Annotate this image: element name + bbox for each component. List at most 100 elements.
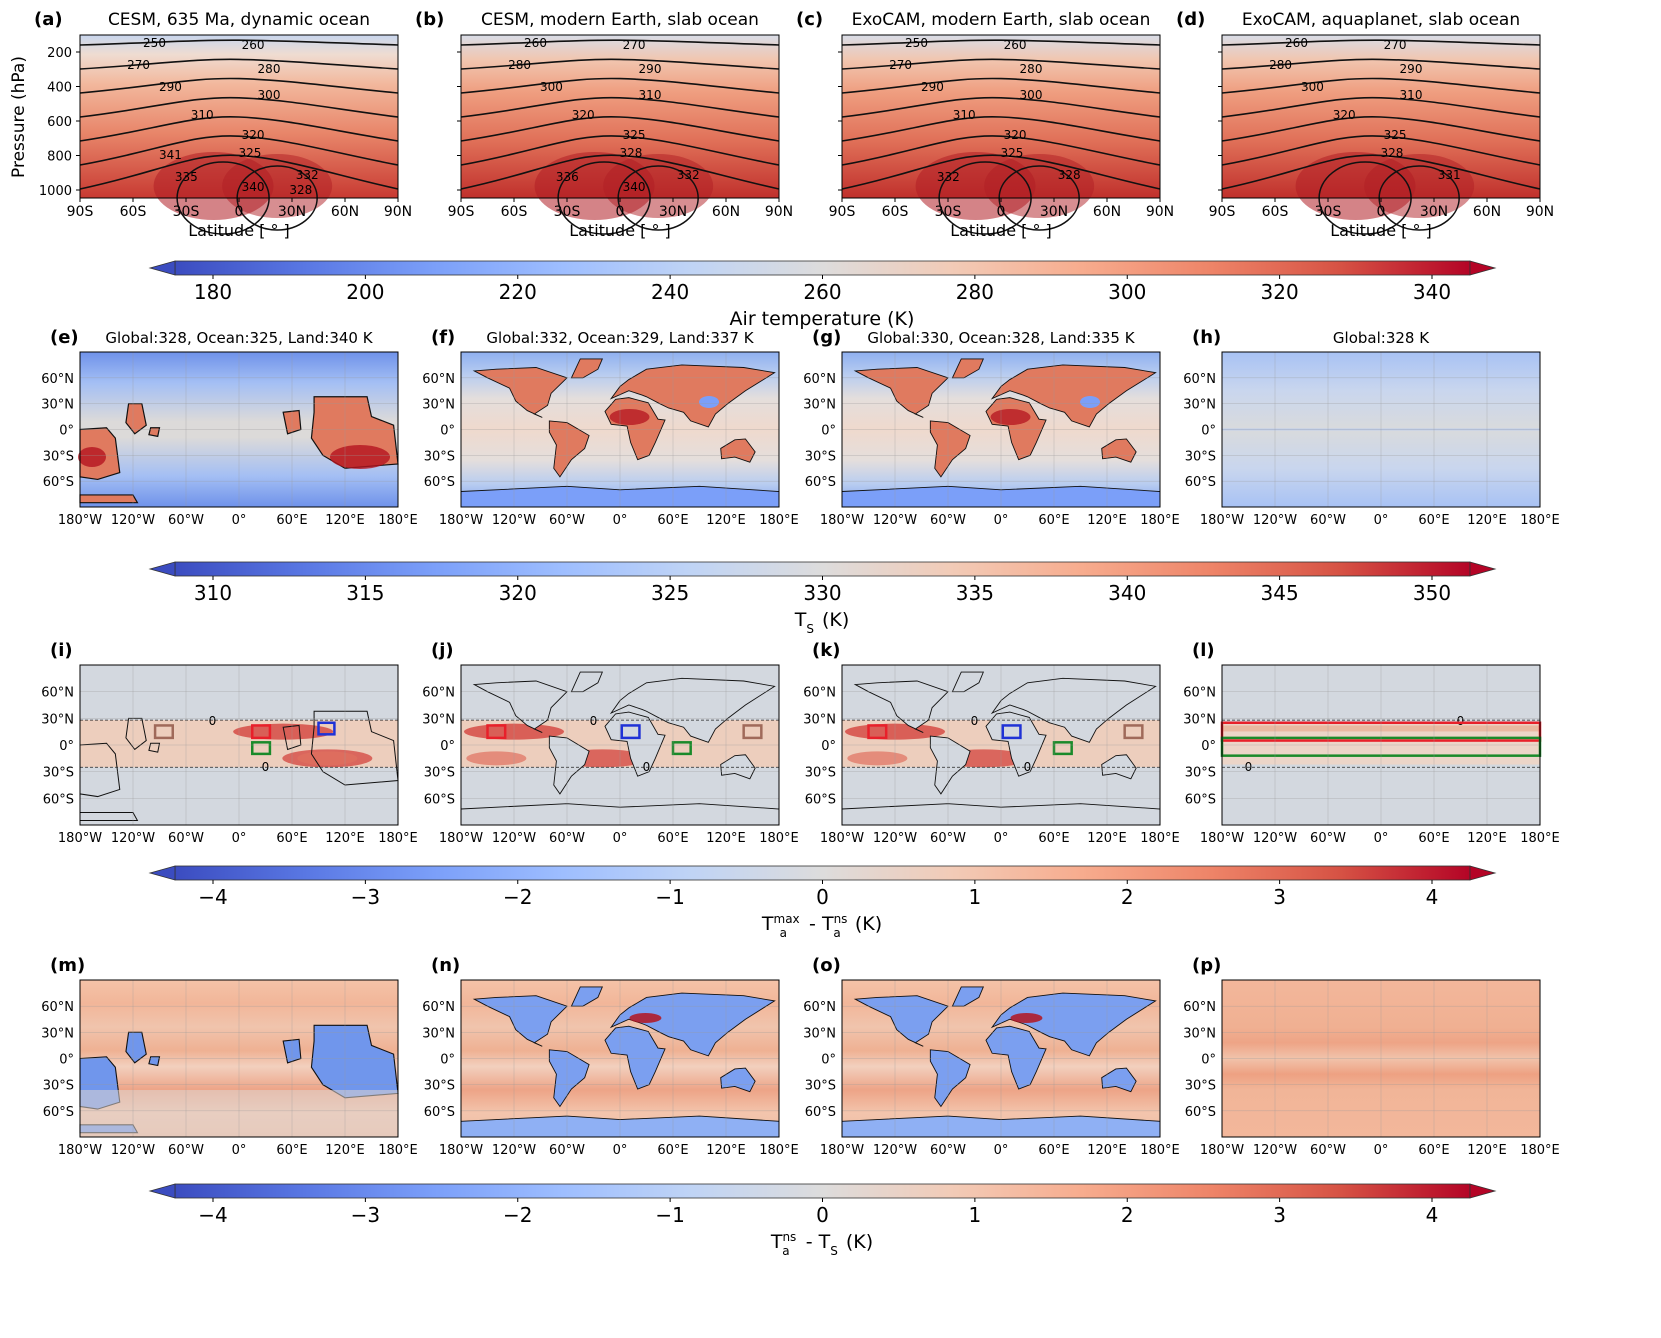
contour-label: 325 <box>1000 146 1023 160</box>
colorbar-extend-high <box>1469 1183 1497 1199</box>
warm-core <box>984 154 1095 218</box>
contour-line <box>460 116 780 142</box>
y-tick-label: 30°N <box>41 712 74 727</box>
x-tick-label: 60°E <box>1418 831 1449 846</box>
x-tick-label: 60°E <box>1038 831 1069 846</box>
region-box <box>251 741 272 756</box>
y-tick-label: 0° <box>821 1053 836 1068</box>
colorbar-extend-high <box>1469 260 1497 276</box>
y-tick-label: 60°S <box>424 1105 455 1120</box>
y-tick-label: 60°N <box>41 1000 74 1015</box>
y-tick-label: 30°N <box>1183 1026 1216 1041</box>
y-tick-label: 60°N <box>422 1000 455 1015</box>
panel-f: 180°W 120°W 60°W 0° 60°E 120°E 180°E 60°N 30°N 0°… <box>422 327 799 528</box>
colorbar-tick-label: 220 <box>499 280 537 304</box>
contour-label: 280 <box>258 62 281 76</box>
x-tick-label: 180°W <box>1200 831 1244 846</box>
colorbar-tick-label: 2 <box>1121 1203 1134 1227</box>
y-tick-label: 30°S <box>805 449 836 464</box>
x-tick-label: 60°W <box>930 1143 966 1158</box>
y-tick-label: 60°N <box>803 372 836 387</box>
contour-label: 0 <box>1024 760 1032 774</box>
contour-line <box>79 58 399 70</box>
colorbar-tick-label: 340 <box>1108 581 1146 605</box>
y-tick-label: 60°N <box>422 372 455 387</box>
x-tick-label: 0 <box>1377 204 1386 220</box>
x-tick-label: 30S <box>554 204 581 220</box>
axes-frame <box>79 979 399 1138</box>
panel-g: 180°W 120°W 60°W 0° 60°E 120°E 180°E 60°N 30°N 0°… <box>803 327 1180 528</box>
x-tick-label: 60°E <box>657 513 688 528</box>
y-tick-label: 60°N <box>422 686 455 701</box>
y-tick-label: 200 <box>47 46 72 61</box>
warm-spot <box>629 1013 662 1023</box>
x-tick-label: 180°W <box>58 1143 102 1158</box>
contour-label: 310 <box>191 108 214 122</box>
x-tick-label: 0° <box>232 513 247 528</box>
continent <box>1101 1067 1137 1093</box>
y-tick-label: 60°S <box>43 792 74 807</box>
colorbar-tick-label: 240 <box>651 280 689 304</box>
panel-letter: (d) <box>1176 9 1205 30</box>
contour-label: 320 <box>1333 108 1356 122</box>
colorbar-surface-temperature: 310 315 320 325 330 335 340 345 350 TS (K) <box>148 561 1497 636</box>
x-tick-label: 120°E <box>1087 1143 1127 1158</box>
x-tick-label: 60°E <box>276 1143 307 1158</box>
x-tick-label: 60N <box>712 204 740 220</box>
x-tick-label: 180°E <box>759 1143 799 1158</box>
x-tick-label: 120°W <box>1253 1143 1297 1158</box>
continent <box>853 367 949 418</box>
y-tick-label: 30°N <box>803 712 836 727</box>
contour-line <box>1221 116 1541 142</box>
colorbar-tick-label: 1 <box>969 1203 982 1227</box>
panel-letter: (m) <box>50 955 85 976</box>
y-tick-label: 0° <box>440 1053 455 1068</box>
panel-title: Global:330, Ocean:328, Land:335 K <box>867 329 1135 347</box>
y-tick-label: 30°S <box>1185 449 1216 464</box>
continent <box>720 438 756 463</box>
coastline <box>853 680 949 733</box>
x-tick-label: 0° <box>994 1143 1009 1158</box>
x-tick-label: 60°E <box>276 513 307 528</box>
y-tick-label: 60°S <box>424 792 455 807</box>
x-tick-label: 120°W <box>873 831 917 846</box>
colorbar-tick-label: 315 <box>346 581 384 605</box>
x-tick-label: 120°W <box>873 1143 917 1158</box>
x-tick-label: 30N <box>1420 204 1448 220</box>
x-tick-label: 120°E <box>706 513 746 528</box>
x-tick-label: 60S <box>1262 204 1289 220</box>
axes-frame <box>1221 664 1541 826</box>
x-tick-label: 180°W <box>820 831 864 846</box>
x-tick-label: 0 <box>235 204 244 220</box>
x-tick-label: 90S <box>67 204 94 220</box>
panel-b: 260 270 280 290 300 310 320 325 328 332 336 340 90S 6… <box>415 9 793 240</box>
colorbar-tick-label: 330 <box>803 581 841 605</box>
coastline <box>929 735 971 795</box>
x-tick-label: 180°E <box>759 513 799 528</box>
panel-title: CESM, modern Earth, slab ocean <box>481 10 759 30</box>
region-box <box>867 724 888 740</box>
colorbar-air-temperature: 180 200 220 240 260 280 300 320 340 Air temperatu… <box>148 260 1497 330</box>
x-tick-label: 120°E <box>1087 513 1127 528</box>
y-tick-label: 60°S <box>1185 475 1216 490</box>
contour-label: 280 <box>1020 62 1043 76</box>
x-tick-label: 60°E <box>1038 1143 1069 1158</box>
contour-line <box>1221 39 1541 46</box>
panel-letter: (e) <box>50 327 79 348</box>
x-tick-label: 180°E <box>1140 513 1180 528</box>
y-tick-label: 0° <box>1201 739 1216 754</box>
contour-label: 310 <box>953 108 976 122</box>
contour-line <box>841 96 1161 118</box>
panel-e: 180°W 120°W 60°W 0° 60°E 120°E 180°E 60°N 30°N 0°… <box>41 327 418 528</box>
hot-spot <box>78 447 106 467</box>
colorbar-body <box>174 1183 1471 1199</box>
colorbar-label-part: a <box>780 926 787 940</box>
colorbar-tick-label: 3 <box>1273 1203 1286 1227</box>
x-tick-label: 60S <box>882 204 909 220</box>
panel-letter: (g) <box>812 327 841 348</box>
y-tick-label: 60°S <box>43 1105 74 1120</box>
y-tick-label: 30°N <box>41 1026 74 1041</box>
y-tick-label: 60°N <box>41 372 74 387</box>
continent <box>148 1056 161 1067</box>
continent <box>720 1067 756 1093</box>
